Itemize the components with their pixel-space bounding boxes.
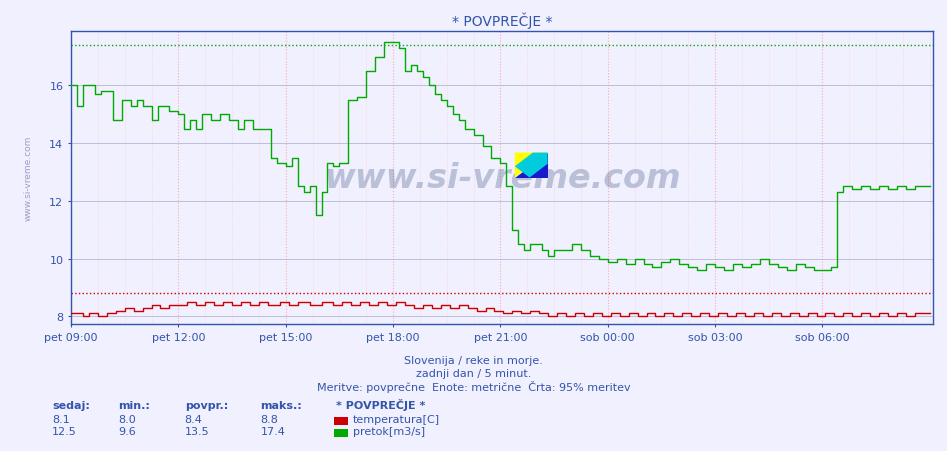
Text: 8.8: 8.8 [260, 414, 278, 423]
Title: * POVPREČJE *: * POVPREČJE * [452, 13, 552, 29]
Text: www.si-vreme.com: www.si-vreme.com [324, 161, 680, 195]
Text: Meritve: povprečne  Enote: metrične  Črta: 95% meritev: Meritve: povprečne Enote: metrične Črta:… [316, 380, 631, 392]
Text: temperatura[C]: temperatura[C] [353, 414, 440, 423]
Text: min.:: min.: [118, 400, 151, 410]
Text: 13.5: 13.5 [185, 426, 209, 436]
Bar [515, 153, 547, 178]
Text: Slovenija / reke in morje.: Slovenija / reke in morje. [404, 355, 543, 365]
Text: 12.5: 12.5 [52, 426, 77, 436]
Polygon shape [515, 153, 547, 178]
Text: povpr.:: povpr.: [185, 400, 228, 410]
Text: pretok[m3/s]: pretok[m3/s] [353, 426, 425, 436]
Text: 8.0: 8.0 [118, 414, 136, 423]
Text: 8.4: 8.4 [185, 414, 203, 423]
Text: zadnji dan / 5 minut.: zadnji dan / 5 minut. [416, 368, 531, 378]
Text: * POVPREČJE *: * POVPREČJE * [336, 398, 425, 410]
Polygon shape [515, 153, 547, 178]
Text: 17.4: 17.4 [260, 426, 285, 436]
Text: www.si-vreme.com: www.si-vreme.com [24, 136, 32, 221]
Text: sedaj:: sedaj: [52, 400, 90, 410]
Text: 9.6: 9.6 [118, 426, 136, 436]
Polygon shape [515, 153, 547, 178]
Text: 8.1: 8.1 [52, 414, 70, 423]
Text: maks.:: maks.: [260, 400, 302, 410]
